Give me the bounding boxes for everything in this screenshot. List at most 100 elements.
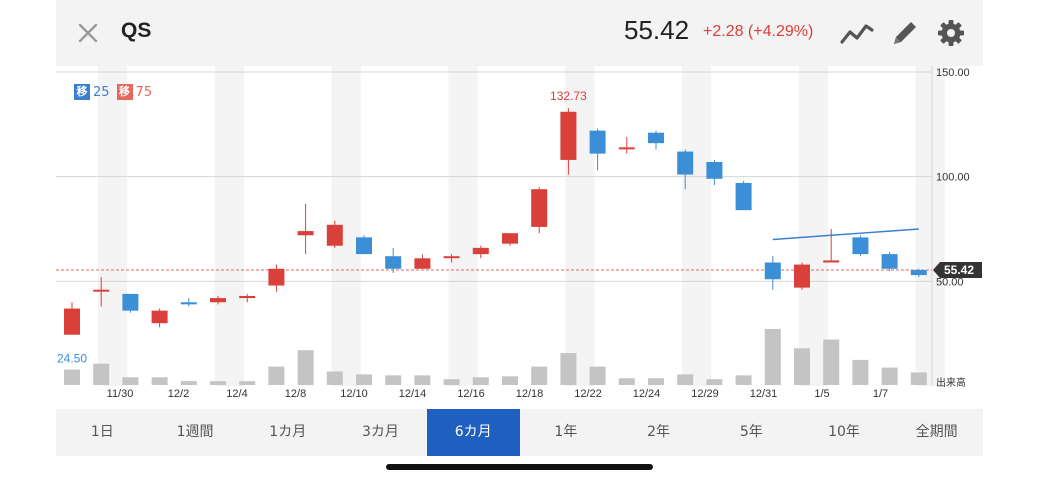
home-indicator[interactable] [386,464,653,470]
x-tick-label: 12/24 [633,388,661,400]
current-price: 55.42 [624,15,690,45]
y-tick-label: 100.00 [936,172,970,184]
ticker-symbol: QS [121,19,152,42]
x-tick-label: 12/8 [285,388,306,400]
volume-bar [93,363,110,385]
x-tick-label: 12/2 [168,388,189,400]
x-tick-label: 11/30 [107,388,134,400]
volume-bar [531,366,548,385]
candle-body [239,295,256,299]
volume-bar [735,375,752,385]
candle-body [531,189,548,227]
tab-6[interactable]: 2年 [647,424,671,440]
volume-bar [210,381,226,385]
x-tick-label: 12/16 [457,388,485,400]
candle-body [852,237,869,255]
candle-body [64,308,80,335]
ma75-mark: 移 [116,84,133,100]
tab-5[interactable]: 1年 [554,424,578,440]
volume-bar [677,374,694,385]
tab-0[interactable]: 1日 [90,424,114,440]
candle-body [326,224,343,246]
x-tick-label: 12/4 [226,388,247,400]
volume-bar [385,375,402,385]
volume-bar [794,348,810,385]
volume-bar [618,378,635,385]
candle-body [297,231,314,236]
tab-1[interactable]: 1週間 [176,424,214,440]
candle-body [93,289,110,292]
candle-body [706,162,723,179]
volume-bar [589,366,606,385]
pencil-icon[interactable] [888,18,922,48]
candle-body [180,302,197,305]
tab-3[interactable]: 3カ月 [362,424,399,440]
volume-bar [764,328,781,385]
volume-bar [356,374,372,385]
close-icon[interactable] [77,22,99,44]
candle-body [414,258,431,269]
volume-bar [239,381,256,385]
candle-body [618,147,635,150]
candle-body [764,262,781,280]
tab-7[interactable]: 5年 [739,424,763,440]
candle-body [210,298,226,303]
last-price-tag-label: 55.42 [944,263,974,277]
candle-body [677,151,694,175]
x-tick-label: 12/22 [574,388,602,400]
candle-body [910,269,927,276]
moving-average-legend: 移 25 移 75 [74,84,152,100]
candle-body [385,256,402,269]
x-tick-label: 12/29 [691,388,719,400]
volume-bar [122,377,139,385]
tab-2[interactable]: 1カ月 [269,424,307,440]
volume-bar [326,371,343,385]
header-bar: QS 55.42 +2.28 (+4.29%) [56,0,983,66]
price-change: +2.28 (+4.29%) [703,23,814,40]
volume-bar [297,350,314,385]
volume-bar [180,381,197,385]
candle-body [560,111,577,160]
candle-body [589,130,606,154]
candle-body [794,264,810,288]
column-shade [682,66,712,386]
volume-bar [268,366,285,385]
y-tick-label: 150.00 [936,67,970,79]
ma75-value: 75 [135,84,153,100]
candle-body [881,254,898,269]
tab-4[interactable]: 6カ月 [426,409,520,456]
candle-body [122,293,139,311]
volume-bar [443,379,460,385]
line-chart-icon[interactable] [840,18,874,48]
candle-body [648,132,664,144]
candle-body [356,237,372,255]
candle-body [472,247,489,255]
column-shade [214,66,244,386]
volume-bar [472,377,489,385]
column-shade [798,66,828,386]
ma25-line [772,228,919,241]
gear-icon[interactable] [934,18,968,48]
y-tick-label: 50.00 [936,276,964,288]
volume-bar [852,359,869,385]
volume-bar [648,378,664,385]
volume-bar [881,367,898,385]
volume-bar [414,375,431,385]
tab-9[interactable]: 全期間 [915,424,958,440]
candle-body [268,268,285,286]
volume-bar [910,372,927,385]
low-price-label: 24.50 [57,352,87,366]
candle-body [443,256,460,259]
tab-8[interactable]: 10年 [828,424,860,440]
x-tick-label: 12/14 [399,388,427,400]
high-price-label: 132.73 [550,89,587,103]
column-shade [448,66,478,386]
last-price-tag [933,261,982,278]
column-shade [915,66,945,386]
x-tick-label: 12/31 [750,388,778,400]
x-tick-label: 12/10 [340,388,368,400]
x-tick-label: 1/7 [873,388,888,400]
volume-bar [823,339,840,385]
candlestick-chart: 150.00 100.00 50.00 出来高 132.73 24.50 55.42 11/3… [56,66,982,400]
volume-bar [151,377,168,385]
